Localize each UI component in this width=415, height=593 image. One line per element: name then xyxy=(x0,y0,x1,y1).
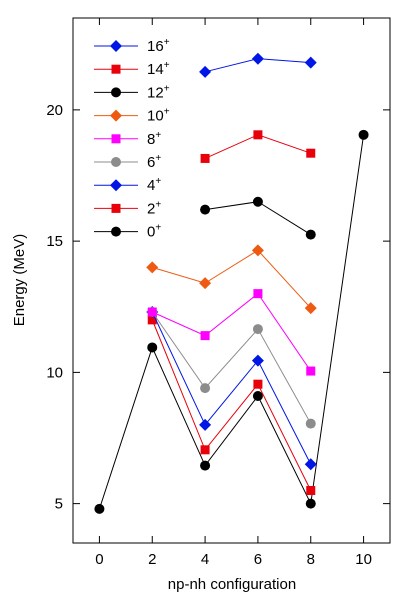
x-axis-label: np-nh configuration xyxy=(168,576,296,593)
x-tick-label: 0 xyxy=(95,551,103,568)
legend-marker xyxy=(110,179,122,192)
data-point xyxy=(200,204,211,215)
x-tick-label: 8 xyxy=(307,551,315,568)
data-point xyxy=(147,307,157,317)
data-point xyxy=(251,354,264,367)
x-tick-label: 10 xyxy=(355,551,372,568)
legend-label: 2+ xyxy=(147,199,161,217)
axis-ticks: 0 2 4 6 8 10 5 10 15 20 xyxy=(46,18,390,568)
data-point xyxy=(304,458,317,471)
series-line xyxy=(151,311,312,424)
series-16 xyxy=(199,52,317,78)
legend-entry: 14+ xyxy=(94,60,170,78)
data-point xyxy=(252,196,263,207)
y-tick-label: 5 xyxy=(55,496,63,513)
legend-marker xyxy=(111,226,121,237)
series-6 xyxy=(147,307,316,429)
data-point xyxy=(305,498,316,509)
data-point xyxy=(252,324,263,335)
data-point xyxy=(200,383,211,394)
legend-label: 8+ xyxy=(147,130,161,148)
legend-marker xyxy=(111,203,121,213)
legend-label: 10+ xyxy=(147,107,170,125)
series-10 xyxy=(146,244,317,315)
series-layer xyxy=(94,52,369,514)
data-point xyxy=(252,391,263,401)
series-2 xyxy=(147,315,316,495)
data-point xyxy=(253,289,263,299)
legend-marker xyxy=(111,134,121,144)
series-line xyxy=(152,249,312,309)
data-point xyxy=(306,148,316,158)
data-point xyxy=(147,342,158,353)
data-point xyxy=(147,315,157,325)
data-point xyxy=(94,503,105,514)
series-line xyxy=(151,319,312,491)
series-8 xyxy=(147,289,316,376)
y-tick-label: 20 xyxy=(46,102,63,119)
data-point xyxy=(304,302,317,315)
legend-entry: 10+ xyxy=(94,107,170,125)
legend-marker xyxy=(110,109,122,122)
legend-marker xyxy=(111,87,121,98)
y-axis-label: Energy (MeV) xyxy=(11,234,28,327)
legend-entry: 6+ xyxy=(94,153,161,171)
data-point xyxy=(200,331,210,341)
series-line xyxy=(151,311,312,465)
legend-entry: 4+ xyxy=(94,176,161,194)
data-point xyxy=(200,460,211,471)
legend-label: 12+ xyxy=(147,83,170,101)
legend-entry: 0+ xyxy=(94,223,161,241)
data-point xyxy=(306,366,316,376)
series-0 xyxy=(94,129,369,514)
data-point xyxy=(306,486,316,495)
data-point xyxy=(200,445,210,455)
series-14 xyxy=(200,130,316,163)
data-point xyxy=(199,65,212,78)
legend: 16+ 14+ 12+ 10+ 8+ 6+ 4+ 2+ 0+ xyxy=(94,37,170,241)
legend-label: 16+ xyxy=(147,37,170,55)
data-point xyxy=(253,130,263,140)
legend-label: 4+ xyxy=(147,176,161,194)
plot-frame xyxy=(72,17,391,544)
data-point xyxy=(251,244,264,257)
data-point xyxy=(253,379,263,389)
legend-label: 14+ xyxy=(147,60,170,78)
data-point xyxy=(200,153,210,163)
series-12 xyxy=(200,196,316,240)
legend-marker xyxy=(111,157,121,167)
x-tick-label: 2 xyxy=(148,551,156,568)
legend-entry: 16+ xyxy=(94,37,170,55)
data-point xyxy=(304,56,317,69)
data-point xyxy=(305,229,316,240)
x-tick-label: 4 xyxy=(201,551,209,568)
legend-label: 0+ xyxy=(147,223,161,241)
data-point xyxy=(146,261,159,274)
data-point xyxy=(199,277,212,290)
series-line xyxy=(98,134,365,510)
y-tick-label: 15 xyxy=(46,233,63,250)
legend-entry: 12+ xyxy=(94,83,170,101)
y-tick-label: 10 xyxy=(46,364,63,381)
legend-marker xyxy=(110,40,122,52)
data-point xyxy=(358,129,369,140)
data-point xyxy=(251,52,264,65)
data-point xyxy=(305,418,316,429)
legend-marker xyxy=(111,64,121,74)
legend-entry: 8+ xyxy=(94,130,161,148)
legend-label: 6+ xyxy=(147,153,161,171)
x-tick-label: 6 xyxy=(254,551,262,568)
series-line xyxy=(152,292,312,372)
data-point xyxy=(199,418,212,431)
legend-entry: 2+ xyxy=(94,199,161,217)
